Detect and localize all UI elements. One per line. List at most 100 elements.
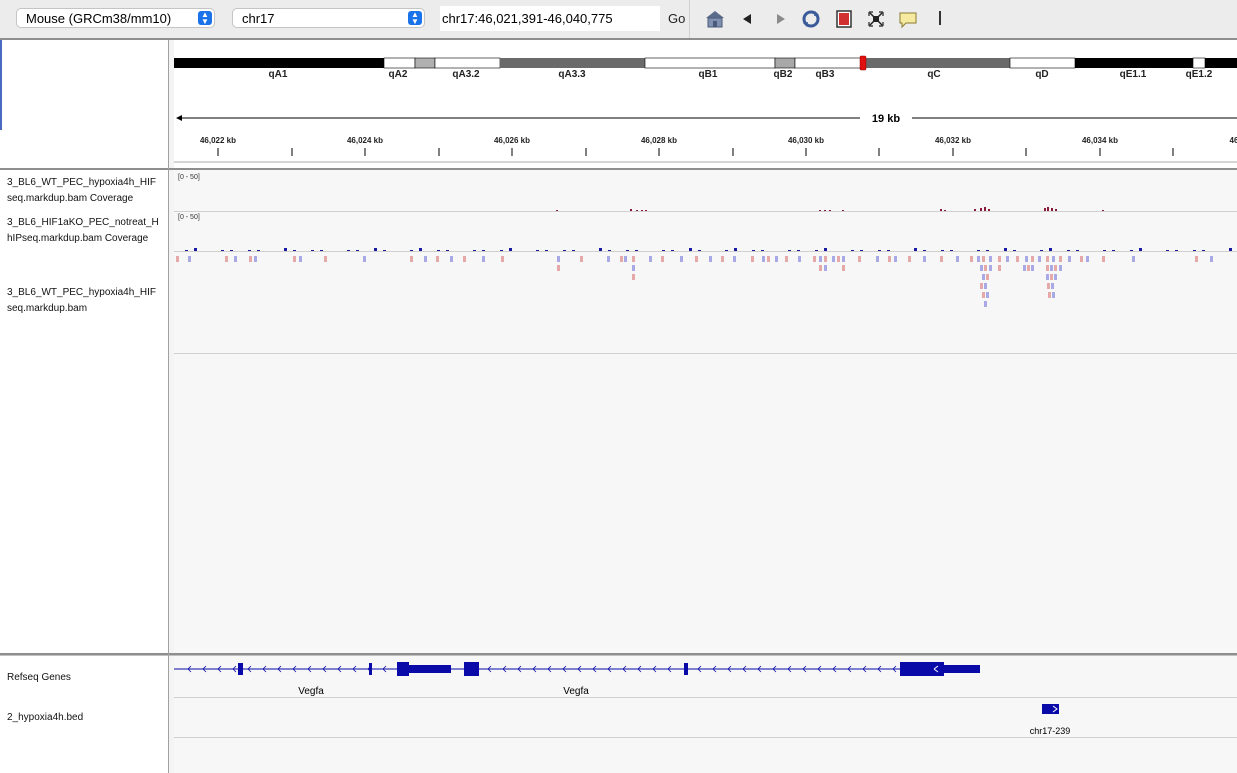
- read: [649, 256, 652, 262]
- toolbar-resize-handle[interactable]: [939, 11, 941, 25]
- home-icon[interactable]: [705, 9, 725, 29]
- back-arrow-icon[interactable]: [738, 9, 758, 29]
- strand-arrow-icon: [322, 665, 327, 673]
- track-separator: [174, 737, 1237, 738]
- name-data-divider[interactable]: [168, 40, 169, 773]
- ruler-tick-label: 46,032 kb: [935, 136, 971, 145]
- locus-input[interactable]: chr17:46,021,391-46,040,775: [440, 6, 660, 31]
- ruler-tick-label: 46,034 kb: [1082, 136, 1118, 145]
- read: [632, 256, 635, 262]
- read: [982, 256, 985, 262]
- coverage-bar: [1112, 250, 1115, 251]
- band-label: qB3: [816, 69, 835, 80]
- strand-arrow-icon: [562, 665, 567, 673]
- read: [234, 256, 237, 262]
- coverage-bar: [626, 250, 629, 251]
- genome-dropdown[interactable]: Mouse (GRCm38/mm10) ▲ ▼: [16, 8, 215, 28]
- strand-arrow-icon: [502, 665, 507, 673]
- coverage-bar: [734, 248, 737, 251]
- ruler[interactable]: 19 kb 46,022 kb 46,024 kb 46,026 kb 46,0…: [174, 113, 1237, 163]
- coverage-bar: [662, 250, 665, 251]
- coverage-bar: [419, 248, 422, 251]
- strand-arrow-icon: [307, 665, 312, 673]
- read: [1046, 265, 1049, 271]
- coverage-bar: [914, 248, 917, 251]
- read: [501, 256, 504, 262]
- strand-arrow-icon: [202, 665, 207, 673]
- ruler-tick-label: 46,030 kb: [788, 136, 824, 145]
- feature-panel[interactable]: [174, 656, 1237, 773]
- coverage-bar: [599, 248, 602, 251]
- coverage-bar: [940, 209, 942, 211]
- read: [1102, 256, 1105, 262]
- chromosome-dropdown[interactable]: chr17 ▲ ▼: [232, 8, 425, 28]
- read: [1031, 256, 1034, 262]
- coverage-bar: [698, 250, 701, 251]
- track-name-alignments[interactable]: 3_BL6_WT_PEC_hypoxia4h_HIF seq.markdup.ba…: [7, 287, 156, 314]
- coverage-bar: [923, 250, 926, 251]
- feature-name-panel: [0, 656, 169, 773]
- read: [463, 256, 466, 262]
- ideogram-band-qA1: [174, 58, 384, 68]
- strand-arrow-icon: [652, 665, 657, 673]
- strand-arrow-icon: [933, 665, 939, 673]
- dropdown-arrow-icon: ▲ ▼: [408, 11, 422, 26]
- coverage-bar: [437, 250, 440, 251]
- track-name-refseq[interactable]: Refseq Genes: [7, 672, 71, 683]
- coverage-bar: [977, 250, 980, 251]
- coverage-bar: [320, 250, 323, 251]
- coverage-bar: [311, 250, 314, 251]
- coverage-bar: [1166, 250, 1169, 251]
- region-of-interest-icon[interactable]: [834, 9, 854, 29]
- refresh-icon[interactable]: [801, 9, 821, 29]
- exon: [397, 662, 409, 676]
- current-region-marker[interactable]: [859, 55, 867, 71]
- read: [1080, 256, 1083, 262]
- coverage-bar: [1229, 248, 1232, 251]
- fit-to-window-icon[interactable]: [866, 9, 886, 29]
- track-separator: [174, 697, 1237, 698]
- exon: [369, 663, 372, 675]
- read: [721, 256, 724, 262]
- strand-arrow-icon: [772, 665, 777, 673]
- coverage-bar: [509, 248, 512, 251]
- popup-info-icon[interactable]: [898, 9, 918, 29]
- data-panel[interactable]: [174, 170, 1237, 653]
- forward-arrow-icon[interactable]: [770, 9, 790, 29]
- ideogram-labels: qA1 qA2 qA3.2 qA3.3 qB1 qB2 qB3 qC qD qE…: [269, 69, 1213, 80]
- coverage-bar: [410, 250, 413, 251]
- panel-gutter: [169, 170, 174, 653]
- coverage-bar: [185, 250, 188, 251]
- read: [989, 265, 992, 271]
- coverage-bar: [1193, 250, 1196, 251]
- exon: [238, 663, 243, 675]
- read: [956, 256, 959, 262]
- read: [410, 256, 413, 262]
- coverage-bar: [1004, 248, 1007, 251]
- read: [450, 256, 453, 262]
- ideogram-band-qB1: [644, 57, 776, 69]
- track-name-coverage-2[interactable]: 3_BL6_HIF1aKO_PEC_notreat_H hIPseq.markdu…: [7, 217, 159, 244]
- gene-track-drawing[interactable]: Vegfa Vegfa chr17-239: [174, 656, 1237, 746]
- read: [977, 256, 980, 262]
- read: [1068, 256, 1071, 262]
- track-name-coverage-1[interactable]: 3_BL6_WT_PEC_hypoxia4h_HIF seq.markdup.ba…: [7, 177, 156, 204]
- read: [982, 274, 985, 280]
- strand-arrow-icon: [802, 665, 807, 673]
- panel-divider-inner: [0, 655, 1237, 656]
- strand-arrow-icon: [862, 665, 867, 673]
- ruler-left-arrow-icon: [176, 115, 182, 121]
- read: [762, 256, 765, 262]
- track-name-bed[interactable]: 2_hypoxia4h.bed: [7, 712, 84, 723]
- ideogram-band-qC: [864, 58, 1010, 68]
- data-name-panel: [0, 170, 169, 653]
- coverage-bar: [1202, 250, 1205, 251]
- chromosome-ideogram[interactable]: [174, 55, 1237, 71]
- go-button[interactable]: Go: [668, 11, 686, 26]
- coverage-bar: [641, 210, 643, 211]
- header-panel[interactable]: qA1 qA2 qA3.2 qA3.3 qB1 qB2 qB3 qC qD qE…: [174, 40, 1237, 168]
- coverage-bar: [974, 209, 976, 211]
- vegfa-gene-model[interactable]: [174, 662, 980, 676]
- bed-feature[interactable]: [1042, 704, 1059, 714]
- coverage-bar: [797, 250, 800, 251]
